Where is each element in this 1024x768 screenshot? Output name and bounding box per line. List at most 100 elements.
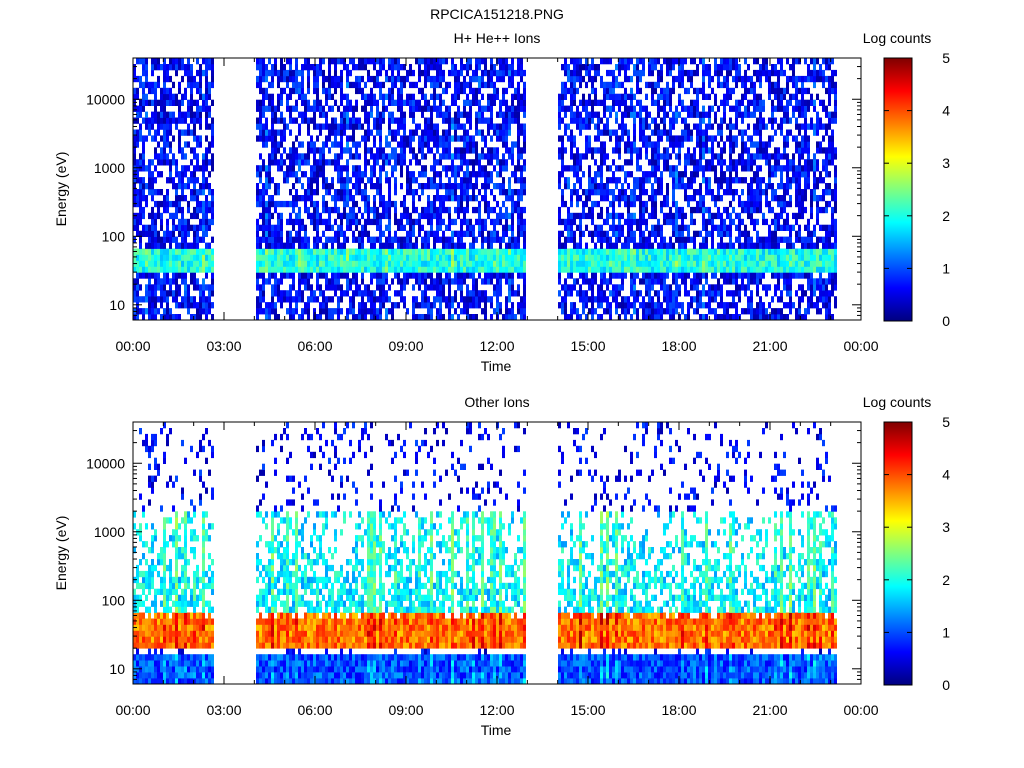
spectrogram-cell (454, 87, 457, 95)
spectrogram-cell (600, 117, 603, 124)
spectrogram-cell (618, 105, 621, 112)
spectrogram-cell (436, 260, 439, 267)
spectrogram-cell (310, 64, 313, 71)
spectrogram-cell (319, 302, 322, 309)
spectrogram-cell (259, 254, 262, 261)
spectrogram-cell (442, 254, 445, 261)
spectrogram-cell (496, 153, 499, 160)
spectrogram-cell (427, 236, 430, 243)
spectrogram-cell (145, 296, 148, 303)
spectrogram-cell (511, 302, 514, 309)
spectrogram-cell (693, 266, 696, 273)
spectrogram-cell (445, 87, 448, 95)
spectrogram-cell (145, 200, 148, 208)
spectrogram-cell (181, 75, 184, 83)
spectrogram-cell (136, 230, 139, 237)
spectrogram-cell (304, 153, 307, 160)
spectrogram-cell (618, 290, 621, 297)
spectrogram-cell (576, 308, 579, 315)
spectrogram-cell (481, 183, 484, 190)
spectrogram-cell (211, 260, 214, 267)
spectrogram-cell (142, 135, 145, 142)
spectrogram-cell (310, 266, 313, 273)
spectrogram-cell (427, 200, 430, 208)
spectrogram-cell (490, 81, 493, 89)
spectrogram-cell (136, 129, 139, 136)
spectrogram-cell (418, 230, 421, 237)
spectrogram-cell (454, 254, 457, 261)
spectrogram-cell (400, 123, 403, 130)
spectrogram-cell (256, 58, 259, 65)
spectrogram-cell (364, 183, 367, 190)
spectrogram-cell (630, 105, 633, 112)
spectrogram-cell (328, 308, 331, 315)
spectrogram-cell (196, 200, 199, 208)
spectrogram-cell (690, 171, 693, 178)
spectrogram-cell (154, 111, 157, 118)
spectrogram-cell (436, 105, 439, 112)
spectrogram-cell (570, 254, 573, 261)
spectrogram-cell (265, 218, 268, 226)
spectrogram-cell (271, 99, 274, 106)
spectrogram-cell (202, 230, 205, 237)
spectrogram-cell (564, 81, 567, 89)
spectrogram-cell (367, 236, 370, 243)
spectrogram-cell (184, 218, 187, 226)
spectrogram-cell (451, 195, 454, 202)
spectrogram-cell (355, 254, 358, 261)
spectrogram-cell (666, 296, 669, 303)
spectrogram-cell (421, 296, 424, 303)
spectrogram-cell (157, 212, 160, 220)
spectrogram-cell (433, 81, 436, 89)
spectrogram-cell (478, 290, 481, 297)
spectrogram-cell (319, 99, 322, 106)
spectrogram-cell (307, 177, 310, 184)
spectrogram-cell (645, 111, 648, 118)
spectrogram-cell (520, 195, 523, 202)
spectrogram-cell (379, 290, 382, 297)
spectrogram-cell (148, 224, 151, 231)
spectrogram-cell (184, 278, 187, 285)
spectrogram-cell (567, 69, 570, 77)
spectrogram-cell (579, 177, 582, 184)
spectrogram-cell (663, 105, 666, 112)
spectrogram-cell (373, 153, 376, 160)
spectrogram-cell (561, 93, 564, 100)
spectrogram-cell (397, 141, 400, 148)
spectrogram-cell (597, 183, 600, 190)
spectrogram-cell (202, 302, 205, 309)
spectrogram-cell (388, 236, 391, 243)
spectrogram-cell (606, 183, 609, 190)
spectrogram-cell (196, 260, 199, 267)
spectrogram-cell (346, 236, 349, 243)
spectrogram-cell (202, 58, 205, 65)
spectrogram-cell (600, 296, 603, 303)
spectrogram-cell (196, 278, 199, 285)
spectrogram-cell (301, 117, 304, 124)
spectrogram-cell (642, 272, 645, 279)
spectrogram-cell (663, 242, 666, 249)
spectrogram-cell (582, 117, 585, 124)
spectrogram-cell (409, 147, 412, 154)
spectrogram-cell (160, 224, 163, 231)
spectrogram-cell (148, 189, 151, 196)
spectrogram-cell (334, 99, 337, 106)
spectrogram-cell (514, 93, 517, 100)
spectrogram-cell (439, 290, 442, 297)
spectrogram-cell (660, 284, 663, 291)
spectrogram-cell (265, 123, 268, 130)
spectrogram-cell (379, 248, 382, 255)
spectrogram-cell (352, 206, 355, 214)
spectrogram-cell (675, 290, 678, 297)
spectrogram-cell (478, 272, 481, 279)
spectrogram-cell (316, 93, 319, 100)
spectrogram-cell (567, 75, 570, 83)
spectrogram-cell (609, 177, 612, 184)
spectrogram-cell (511, 189, 514, 196)
spectrogram-cell (406, 165, 409, 172)
spectrogram-cell (394, 236, 397, 243)
spectrogram-cell (178, 206, 181, 214)
spectrogram-cell (265, 135, 268, 142)
spectrogram-cell (439, 236, 442, 243)
spectrogram-cell (136, 266, 139, 273)
